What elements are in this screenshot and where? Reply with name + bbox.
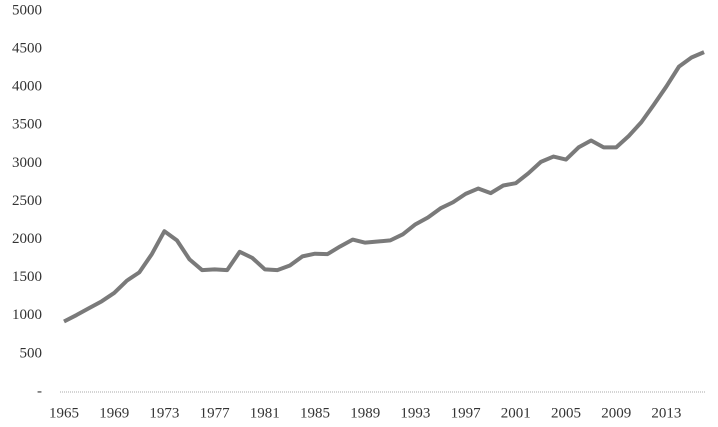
x-tick-label: 1989: [350, 405, 380, 421]
y-tick-label: 1500: [12, 269, 42, 285]
y-tick-label: 4000: [12, 79, 42, 95]
x-tick-label: 1993: [400, 405, 430, 421]
x-tick-label: 1997: [451, 405, 482, 421]
x-tick-label: 2001: [501, 405, 531, 421]
y-tick-label: 4500: [12, 41, 42, 57]
y-tick-label: 5000: [12, 2, 42, 18]
y-tick-label: 2000: [12, 231, 42, 247]
data-line: [63, 50, 705, 324]
x-tick-label: 1973: [149, 405, 179, 421]
x-tick-label: 1985: [300, 405, 330, 421]
x-tick-label: 1981: [250, 405, 280, 421]
y-tick-label: 1000: [12, 307, 42, 323]
y-tick-label: 3500: [12, 117, 42, 133]
x-tick-label: 2009: [601, 405, 631, 421]
y-tick-label: -: [37, 383, 42, 399]
x-tick-label: 1965: [49, 405, 79, 421]
x-tick-label: 1977: [200, 405, 231, 421]
y-tick-label: 500: [20, 345, 43, 361]
x-tick-label: 2013: [651, 405, 681, 421]
y-tick-label: 2500: [12, 193, 42, 209]
y-tick-label: 3000: [12, 155, 42, 171]
x-tick-label: 2005: [551, 405, 581, 421]
x-tick-label: 1969: [99, 405, 129, 421]
